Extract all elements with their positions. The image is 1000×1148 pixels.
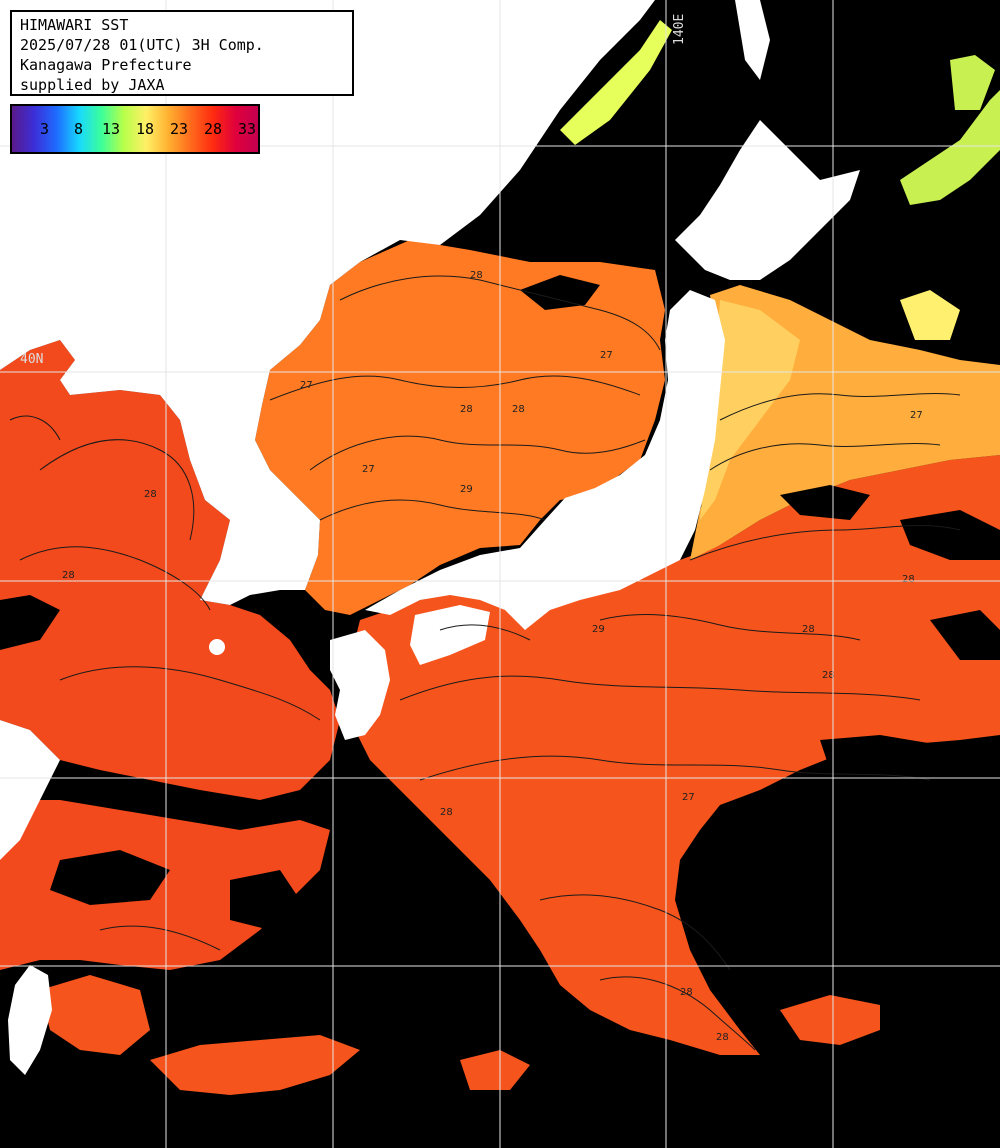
colorbar-tick: 28	[204, 120, 223, 138]
data-credit: supplied by JAXA	[20, 76, 165, 94]
kyushu	[330, 630, 390, 740]
contour-label: 27	[682, 792, 695, 803]
latitude-label: 40N	[20, 352, 44, 367]
okhotsk-cool	[900, 90, 1000, 205]
colorbar-tick: 3	[40, 120, 50, 138]
south-patch-c	[460, 1050, 530, 1090]
isotherm-contours	[9, 275, 961, 1051]
philippine-sea-strip	[150, 1035, 360, 1095]
honshu	[365, 290, 725, 630]
contour-label: 28	[62, 570, 75, 581]
contour-label: 27	[300, 380, 313, 391]
contour-label: 28	[470, 270, 483, 281]
product-title: HIMAWARI SST	[20, 16, 129, 34]
sakhalin	[735, 0, 770, 80]
yellow-sea	[0, 340, 340, 800]
oki-island	[400, 125, 428, 160]
contour-label: 28	[144, 489, 157, 500]
contour-label: 28	[440, 807, 453, 818]
contour-label: 27	[362, 464, 375, 475]
longitude-label: 140E	[672, 13, 687, 45]
contour-label: 29	[592, 624, 605, 635]
hokkaido	[675, 120, 860, 280]
colorbar-tick: 8	[74, 120, 84, 138]
contour-label: 28	[822, 670, 835, 681]
pacific-tohoku-cool	[700, 300, 800, 520]
south-patch-a	[40, 975, 150, 1055]
contour-label: 28	[802, 624, 815, 635]
kuril-cool	[560, 20, 672, 145]
contour-label: 28	[902, 574, 915, 585]
sakhalin-cool	[950, 55, 995, 110]
colorbar-tick: 13	[102, 120, 121, 138]
colorbar-tick: 23	[170, 120, 189, 138]
timestamp: 2025/07/28 01(UTC) 3H Comp.	[20, 36, 264, 54]
contour-label: 28	[680, 987, 693, 998]
contour-label: 28	[460, 404, 473, 415]
colorbar-tick: 18	[136, 120, 155, 138]
contour-label: 27	[910, 410, 923, 421]
jeju-island	[209, 639, 225, 655]
sea-of-japan	[255, 240, 665, 615]
region-name: Kanagawa Prefecture	[20, 56, 192, 74]
contour-labels: 28 27 28 28 27 29 28 27 28 29 28 28 27 2…	[62, 270, 923, 1043]
south-patch-b	[780, 995, 880, 1045]
hokkaido-east-cool	[900, 290, 960, 340]
contour-label: 29	[460, 484, 473, 495]
colorbar-tick: 33	[238, 120, 257, 138]
taiwan	[8, 965, 52, 1075]
temperature-colorbar: 3 8 13 18 23 28 33	[10, 104, 260, 154]
contour-label: 28	[716, 1032, 729, 1043]
contour-label: 27	[600, 350, 613, 361]
china-coast	[0, 720, 60, 860]
map-info-box: HIMAWARI SST 2025/07/28 01(UTC) 3H Comp.…	[10, 10, 354, 96]
contour-label: 28	[512, 404, 525, 415]
east-china-sea-south	[0, 800, 330, 970]
shikoku	[410, 605, 490, 665]
cloud-patches	[0, 275, 1000, 930]
